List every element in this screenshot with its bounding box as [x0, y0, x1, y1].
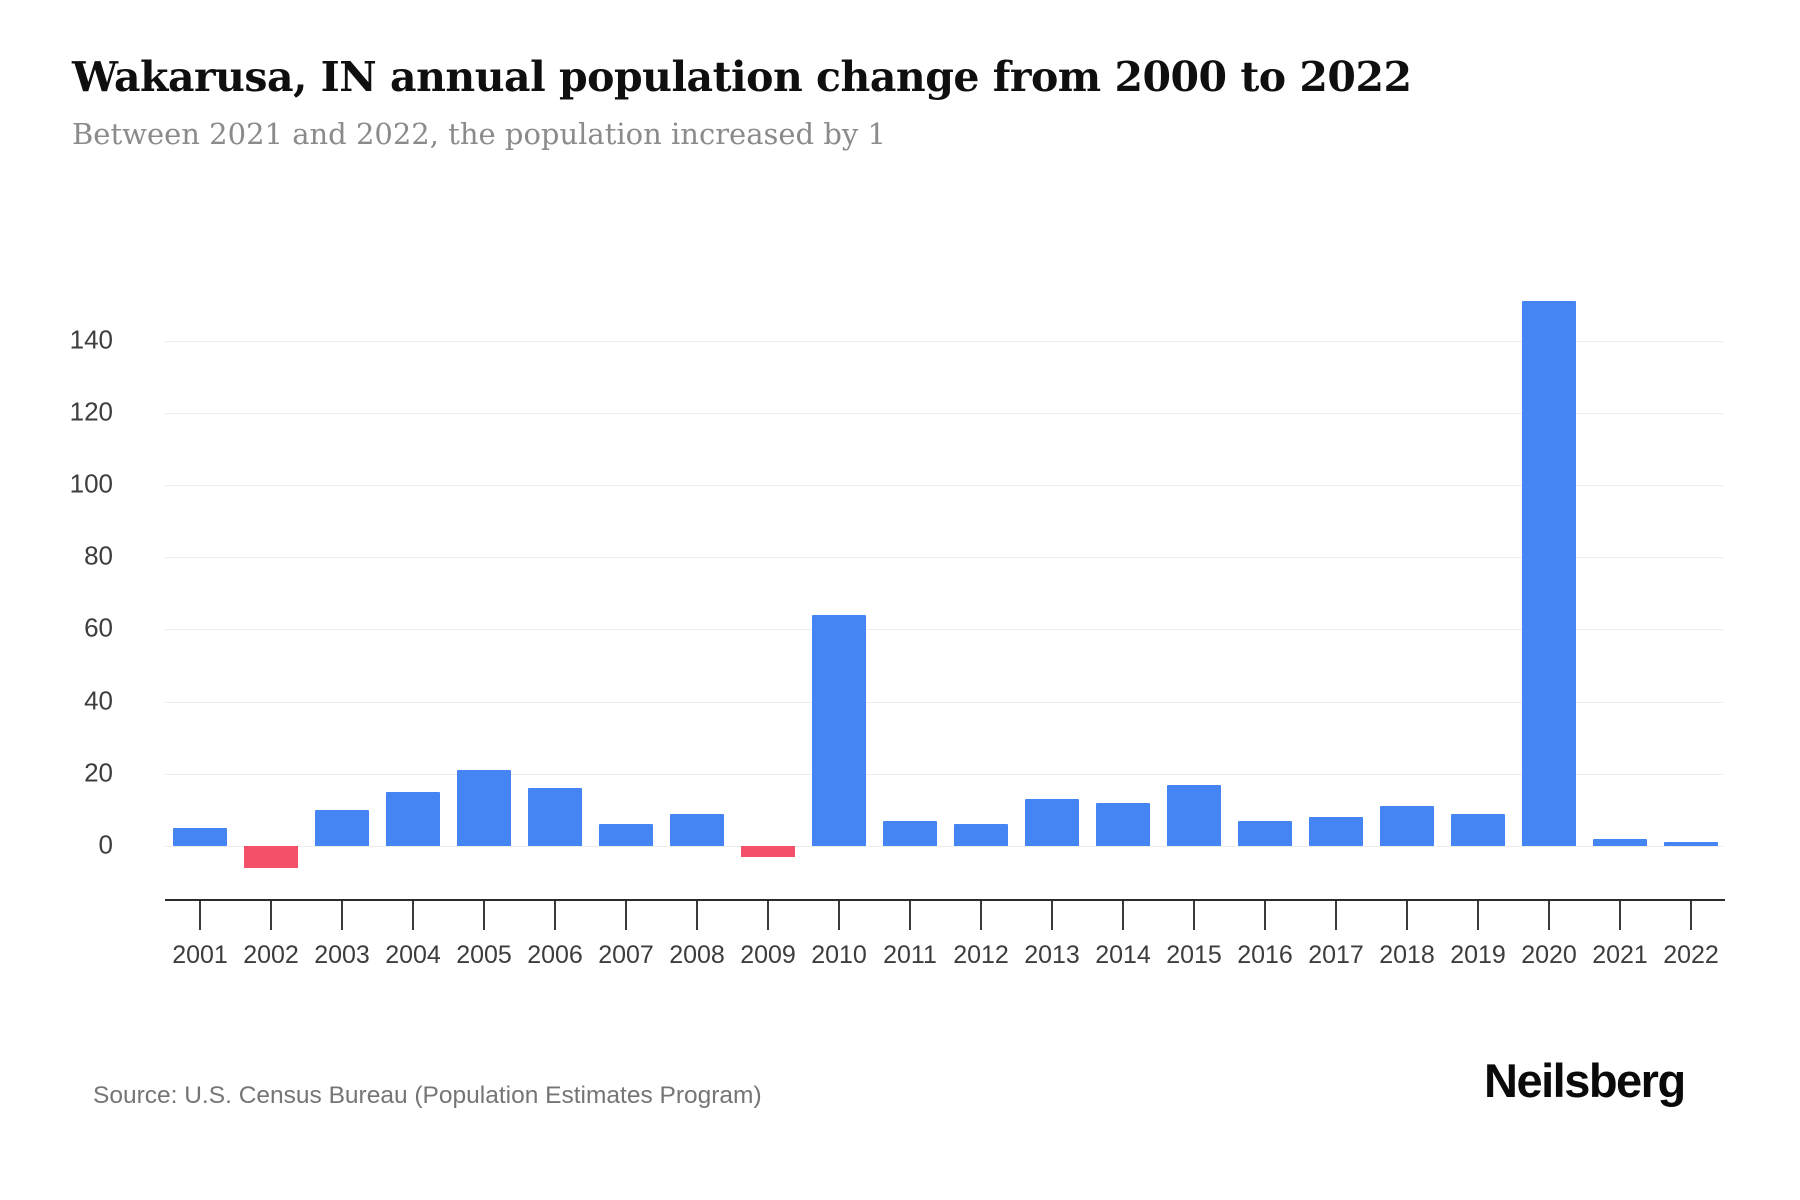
- bar-2005: [457, 770, 511, 846]
- x-tick-2002: [270, 901, 272, 930]
- x-tick-label-2019: 2019: [1450, 941, 1506, 969]
- bar-2015: [1167, 784, 1221, 846]
- bar-2009: [741, 846, 795, 857]
- x-tick-label-2009: 2009: [740, 941, 796, 969]
- x-tick-label-2012: 2012: [953, 941, 1009, 969]
- bar-2018: [1380, 806, 1434, 846]
- x-tick-label-2016: 2016: [1237, 941, 1293, 969]
- x-tick-2007: [625, 901, 627, 930]
- bar-2022: [1664, 842, 1718, 846]
- x-tick-label-2014: 2014: [1095, 941, 1151, 969]
- x-tick-label-2020: 2020: [1521, 941, 1577, 969]
- bar-2010: [812, 614, 866, 846]
- x-tick-2011: [909, 901, 911, 930]
- chart-subtitle: Between 2021 and 2022, the population in…: [72, 117, 886, 151]
- x-tick-2003: [341, 901, 343, 930]
- source-note: Source: U.S. Census Bureau (Population E…: [93, 1082, 762, 1109]
- x-tick-2004: [412, 901, 414, 930]
- bar-2020: [1522, 300, 1576, 846]
- y-tick-label-20: 20: [84, 757, 113, 788]
- bar-2017: [1309, 817, 1363, 846]
- x-tick-label-2003: 2003: [314, 941, 370, 969]
- x-tick-2013: [1051, 901, 1053, 930]
- x-tick-label-2010: 2010: [811, 941, 867, 969]
- x-tick-label-2017: 2017: [1308, 941, 1364, 969]
- x-tick-label-2021: 2021: [1592, 941, 1648, 969]
- x-tick-2001: [199, 901, 201, 930]
- x-tick-label-2015: 2015: [1166, 941, 1222, 969]
- gridline-120: [165, 412, 1723, 414]
- bar-2014: [1096, 802, 1150, 846]
- x-tick-label-2002: 2002: [243, 941, 299, 969]
- x-tick-2006: [554, 901, 556, 930]
- x-tick-label-2022: 2022: [1663, 941, 1719, 969]
- y-tick-label-0: 0: [98, 829, 113, 860]
- bar-2012: [954, 824, 1008, 846]
- x-tick-label-2004: 2004: [385, 941, 441, 969]
- gridline-140: [165, 340, 1723, 342]
- bar-2019: [1451, 813, 1505, 846]
- x-tick-label-2007: 2007: [598, 941, 654, 969]
- x-tick-2016: [1264, 901, 1266, 930]
- x-tick-label-2018: 2018: [1379, 941, 1435, 969]
- bar-2008: [670, 813, 724, 846]
- bar-2007: [599, 824, 653, 846]
- bar-2001: [173, 827, 227, 846]
- x-tick-2014: [1122, 901, 1124, 930]
- x-tick-2018: [1406, 901, 1408, 930]
- x-tick-2010: [838, 901, 840, 930]
- bar-2002: [244, 846, 298, 868]
- x-tick-2020: [1548, 901, 1550, 930]
- bar-2006: [528, 788, 582, 846]
- gridline-20: [165, 773, 1723, 775]
- bar-2011: [883, 820, 937, 846]
- x-tick-2019: [1477, 901, 1479, 930]
- x-tick-2015: [1193, 901, 1195, 930]
- x-axis-line: [165, 899, 1725, 901]
- bar-2013: [1025, 799, 1079, 846]
- y-tick-label-140: 140: [69, 323, 113, 354]
- bar-2016: [1238, 820, 1292, 846]
- bar-2004: [386, 791, 440, 846]
- plot-area: 0 20 40 60 80 100 120 140: [70, 290, 1725, 910]
- x-tick-2022: [1690, 901, 1692, 930]
- x-tick-label-2008: 2008: [669, 941, 725, 969]
- x-tick-label-2005: 2005: [456, 941, 512, 969]
- gridline-40: [165, 701, 1723, 703]
- gridline-60: [165, 629, 1723, 631]
- x-tick-label-2011: 2011: [883, 941, 937, 969]
- x-tick-label-2001: 2001: [172, 941, 228, 969]
- x-tick-label-2013: 2013: [1024, 941, 1080, 969]
- y-tick-label-80: 80: [84, 540, 113, 571]
- bar-2021: [1593, 838, 1647, 846]
- neilsberg-logo: Neilsberg: [1484, 1054, 1686, 1107]
- x-tick-label-2006: 2006: [527, 941, 583, 969]
- gridline-80: [165, 557, 1723, 559]
- gridline-0: [165, 846, 1723, 847]
- x-tick-2017: [1335, 901, 1337, 930]
- x-tick-2008: [696, 901, 698, 930]
- y-tick-label-100: 100: [69, 468, 113, 499]
- x-tick-2009: [767, 901, 769, 930]
- y-tick-label-120: 120: [69, 396, 113, 427]
- x-tick-2021: [1619, 901, 1621, 930]
- gridline-100: [165, 485, 1723, 486]
- y-tick-label-40: 40: [84, 684, 113, 715]
- y-tick-label-60: 60: [84, 612, 113, 643]
- bar-2003: [315, 809, 369, 846]
- x-tick-2012: [980, 901, 982, 930]
- x-tick-2005: [483, 901, 485, 930]
- chart-title: Wakarusa, IN annual population change fr…: [72, 53, 1412, 101]
